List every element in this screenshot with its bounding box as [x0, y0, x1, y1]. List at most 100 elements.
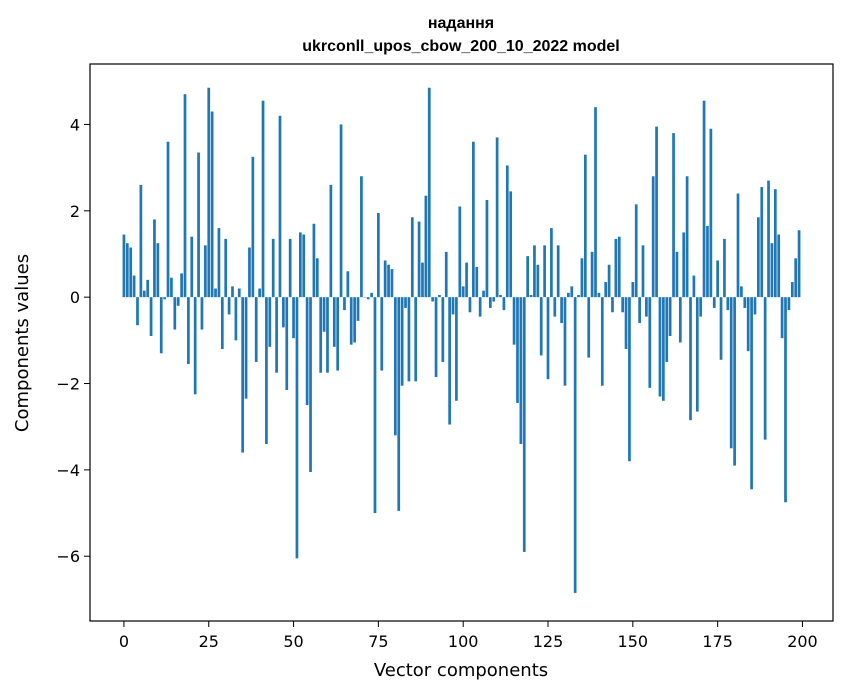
bar-90 [427, 87, 431, 298]
bar-120 [529, 295, 533, 298]
bar-47 [282, 297, 285, 328]
bar-22 [197, 152, 200, 298]
bar-198 [794, 258, 798, 298]
bar-80 [393, 297, 397, 436]
bar-169 [695, 297, 699, 412]
bar-92 [434, 297, 438, 378]
bar-145 [614, 238, 618, 298]
bar-84 [407, 297, 411, 382]
bar-148 [624, 297, 628, 349]
bar-178 [726, 297, 730, 311]
bar-114 [509, 191, 513, 298]
bar-167 [689, 297, 692, 421]
bar-155 [648, 297, 652, 388]
bar-13 [166, 141, 170, 298]
bar-67 [349, 297, 353, 345]
bar-139 [594, 107, 597, 298]
bar-168 [692, 275, 696, 298]
bar-48 [285, 297, 289, 390]
bar-79 [390, 269, 394, 298]
bar-91 [431, 297, 435, 302]
bar-9 [153, 219, 156, 298]
bar-192 [773, 189, 777, 298]
bar-45 [275, 297, 278, 373]
bar-8 [149, 297, 153, 337]
bar-159 [662, 297, 665, 401]
bar-87 [417, 221, 421, 298]
bar-133 [573, 297, 577, 593]
chart-title: надання [428, 15, 494, 32]
bar-126 [550, 228, 553, 298]
bar-146 [617, 236, 621, 298]
bar-73 [370, 292, 373, 298]
bar-165 [682, 232, 686, 298]
bar-137 [587, 297, 591, 358]
bar-131 [567, 292, 570, 298]
x-axis-label: Vector components [374, 660, 548, 681]
bar-142 [604, 282, 608, 298]
bar-34 [237, 288, 241, 298]
bar-78 [387, 264, 390, 298]
bar-5 [139, 184, 143, 298]
bar-39 [254, 297, 258, 362]
bar-129 [560, 297, 563, 324]
bar-150 [631, 282, 635, 298]
bar-156 [651, 176, 655, 298]
bar-68 [353, 297, 356, 343]
bar-123 [539, 297, 543, 356]
bar-55 [309, 297, 312, 473]
bar-41 [261, 100, 265, 298]
bar-136 [583, 154, 587, 298]
bar-56 [312, 223, 316, 298]
x-tick-label: 100 [448, 632, 479, 651]
bar-140 [597, 292, 601, 298]
bar-115 [512, 297, 516, 345]
bar-66 [346, 271, 350, 298]
y-tick-label: 2 [70, 202, 80, 221]
bar-183 [743, 297, 747, 308]
x-tick-label: 75 [368, 632, 388, 651]
bar-57 [315, 258, 319, 298]
bar-61 [329, 184, 333, 298]
bar-105 [478, 297, 482, 317]
bar-50 [292, 297, 295, 339]
bar-158 [658, 297, 662, 397]
bar-60 [326, 297, 329, 373]
bar-186 [753, 297, 757, 315]
bar-147 [621, 297, 625, 313]
bar-196 [787, 297, 791, 311]
bar-171 [702, 100, 706, 298]
bar-118 [522, 297, 526, 552]
bar-33 [234, 297, 238, 341]
bar-117 [519, 297, 523, 444]
bar-104 [475, 266, 479, 298]
bar-132 [570, 286, 574, 298]
bar-102 [468, 297, 472, 313]
bar-173 [709, 128, 713, 298]
bar-12 [163, 297, 166, 300]
bar-29 [220, 297, 224, 349]
bar-193 [777, 234, 781, 298]
bar-144 [611, 297, 614, 313]
bar-195 [784, 297, 787, 503]
x-tick-label: 200 [787, 632, 818, 651]
bar-153 [641, 245, 645, 298]
bar-11 [159, 297, 163, 354]
bar-199 [797, 230, 801, 298]
bar-179 [729, 297, 733, 449]
bar-0 [122, 234, 126, 298]
bar-36 [244, 297, 248, 399]
bar-89 [424, 195, 428, 298]
x-tick-label: 0 [119, 632, 129, 651]
bar-97 [451, 297, 455, 315]
bar-21 [193, 297, 197, 395]
bar-163 [675, 251, 679, 298]
bar-162 [672, 133, 675, 298]
bar-51 [295, 297, 299, 559]
bar-122 [536, 264, 540, 298]
bar-191 [770, 243, 774, 298]
bar-110 [495, 137, 499, 298]
bar-130 [563, 297, 567, 386]
bar-127 [553, 297, 557, 317]
